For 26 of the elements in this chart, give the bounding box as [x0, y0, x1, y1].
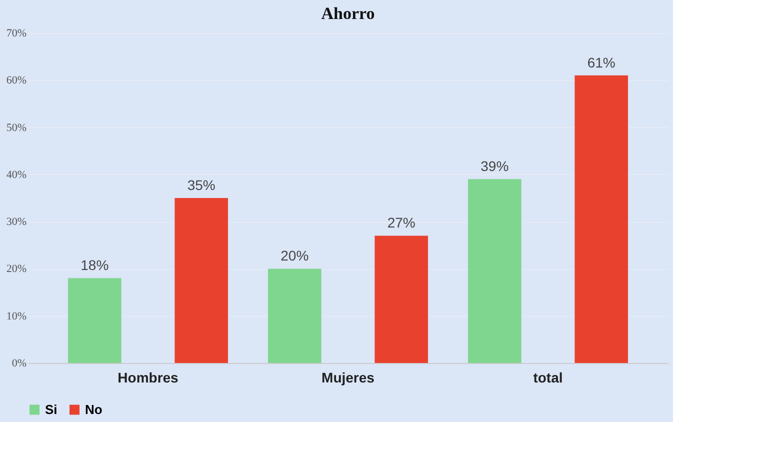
data-label: 61% — [587, 54, 616, 70]
y-tick-label: 50% — [6, 122, 26, 134]
y-tick-label: 60% — [6, 74, 26, 87]
y-tick-label: 40% — [6, 168, 26, 181]
bar — [174, 198, 228, 363]
data-label: 20% — [280, 248, 309, 264]
bar — [574, 75, 628, 363]
y-tick-label: 70% — [6, 28, 26, 40]
bar — [268, 268, 322, 363]
chart-title: Ahorro — [321, 4, 375, 23]
data-label: 18% — [80, 257, 109, 274]
data-label: 39% — [480, 158, 509, 174]
y-tick-label: 30% — [6, 216, 26, 228]
legend-label: Si — [45, 402, 58, 417]
x-tick-label: total — [533, 370, 563, 386]
data-label: 35% — [187, 177, 216, 193]
y-tick-label: 20% — [6, 263, 26, 276]
bar — [468, 179, 522, 363]
y-tick-label: 10% — [6, 310, 26, 322]
data-label: 27% — [387, 214, 416, 231]
legend-label: No — [85, 402, 102, 417]
x-tick-label: Hombres — [118, 370, 179, 386]
x-tick-label: Mujeres — [322, 370, 375, 386]
bar — [374, 236, 428, 363]
bar — [68, 278, 122, 363]
y-tick-label: 0% — [12, 358, 26, 370]
